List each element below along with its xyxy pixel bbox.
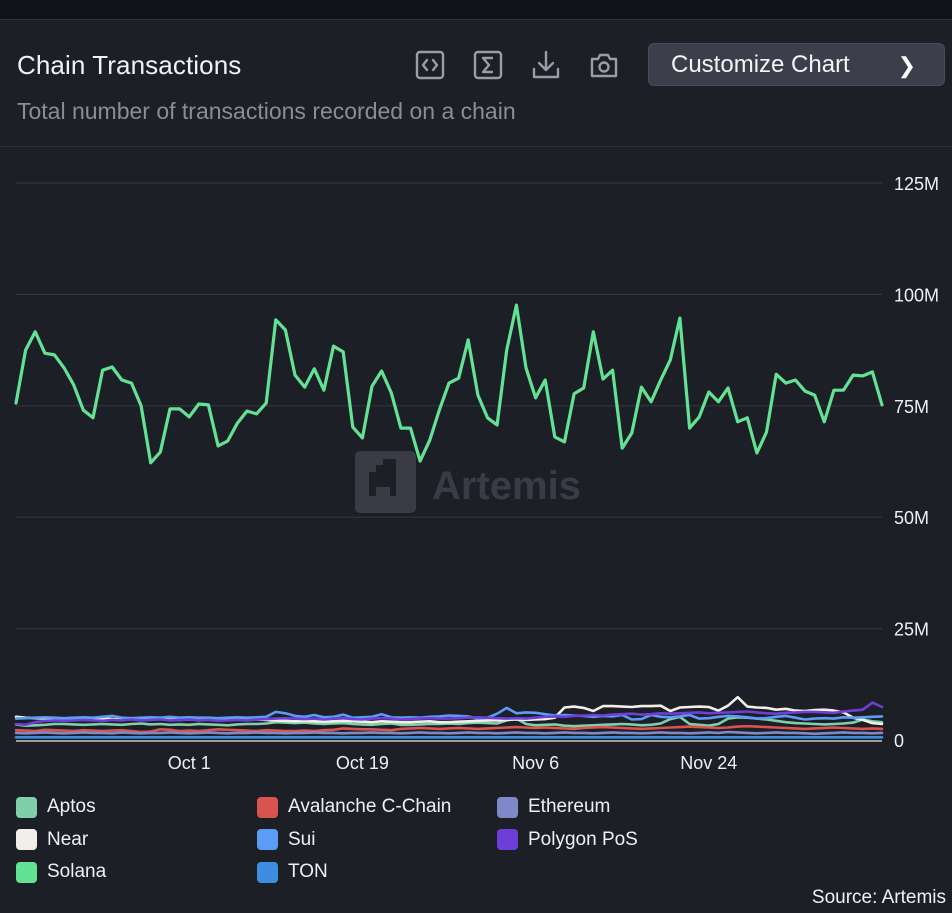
legend-swatch — [16, 861, 37, 883]
legend-item-sui[interactable]: Sui — [257, 827, 315, 853]
y-tick-label: 100M — [894, 285, 939, 305]
y-axis-ticks: 0 25M 50M 75M 100M 125M — [894, 174, 939, 751]
download-icon — [532, 50, 560, 79]
legend-swatch — [257, 861, 278, 883]
sum-button[interactable] — [471, 48, 505, 82]
y-tick-label: 25M — [894, 620, 929, 640]
legend-swatch — [16, 796, 37, 818]
legend-item-near[interactable]: Near — [16, 827, 88, 853]
x-tick-label: Nov 6 — [512, 753, 559, 773]
watermark-logo-glyph — [369, 459, 396, 496]
y-tick-label: 125M — [894, 174, 939, 194]
screenshot-button[interactable] — [587, 48, 621, 82]
camera-icon — [590, 53, 618, 78]
watermark-text: Artemis — [432, 464, 581, 508]
legend-item-solana[interactable]: Solana — [16, 859, 106, 885]
x-tick-label: Nov 24 — [680, 753, 737, 773]
series-line-solana — [14, 303, 884, 465]
embed-code-icon — [415, 50, 445, 80]
legend-label: Polygon PoS — [528, 828, 638, 850]
chart-title: Chain Transactions — [17, 50, 242, 80]
x-tick-label: Oct 1 — [168, 753, 211, 773]
y-tick-label: 0 — [894, 731, 904, 751]
line-chart: Artemis 0 25M 50M 75M 100M 125M Oct 1 Oct 19 No… — [14, 174, 939, 773]
chart-legend: Aptos Near Solana Avalanche C-Chain Sui TON Et… — [16, 794, 716, 890]
chevron-right-icon: ❯ — [897, 53, 916, 78]
legend-swatch — [16, 829, 37, 850]
legend-item-aptos[interactable]: Aptos — [16, 794, 96, 820]
x-tick-label: Oct 19 — [336, 753, 389, 773]
legend-label: Near — [47, 828, 89, 850]
y-tick-label: 75M — [894, 397, 929, 417]
series-lines — [14, 303, 884, 739]
series-line-polygon-pos — [14, 701, 884, 727]
artemis-watermark: Artemis — [355, 451, 581, 513]
legend-label: TON — [288, 861, 328, 882]
legend-item-avalanche-c-chain[interactable]: Avalanche C-Chain — [257, 794, 451, 820]
series-line-ethereum — [14, 730, 884, 736]
header-divider — [0, 146, 952, 147]
chart-subtitle: Total number of transactions recorded on… — [17, 98, 516, 124]
x-axis-ticks: Oct 1 Oct 19 Nov 6 Nov 24 — [168, 753, 738, 773]
legend-swatch — [497, 796, 518, 818]
legend-item-polygon-pos[interactable]: Polygon PoS — [497, 827, 638, 853]
y-tick-label: 50M — [894, 508, 929, 528]
legend-swatch — [257, 796, 278, 818]
legend-label: Aptos — [47, 796, 96, 817]
top-bar — [0, 0, 952, 20]
series-line-avalanche-c-chain — [14, 724, 884, 734]
sum-sigma-icon — [473, 50, 503, 80]
legend-item-ton[interactable]: TON — [257, 859, 328, 885]
download-button[interactable] — [529, 48, 563, 82]
customize-chart-label: Customize Chart — [671, 50, 850, 78]
customize-chart-button[interactable]: Customize Chart ❯ — [648, 43, 945, 86]
source-note: Source: Artemis — [811, 887, 946, 908]
legend-item-ethereum[interactable]: Ethereum — [497, 794, 610, 820]
legend-label: Solana — [47, 861, 107, 882]
legend-label: Sui — [288, 828, 316, 850]
legend-swatch — [497, 829, 518, 850]
legend-label: Ethereum — [528, 796, 611, 817]
embed-code-button[interactable] — [413, 48, 447, 82]
legend-swatch — [257, 829, 278, 850]
grid-lines — [16, 182, 882, 742]
legend-label: Avalanche C-Chain — [288, 796, 452, 817]
series-line-sui — [14, 706, 884, 721]
